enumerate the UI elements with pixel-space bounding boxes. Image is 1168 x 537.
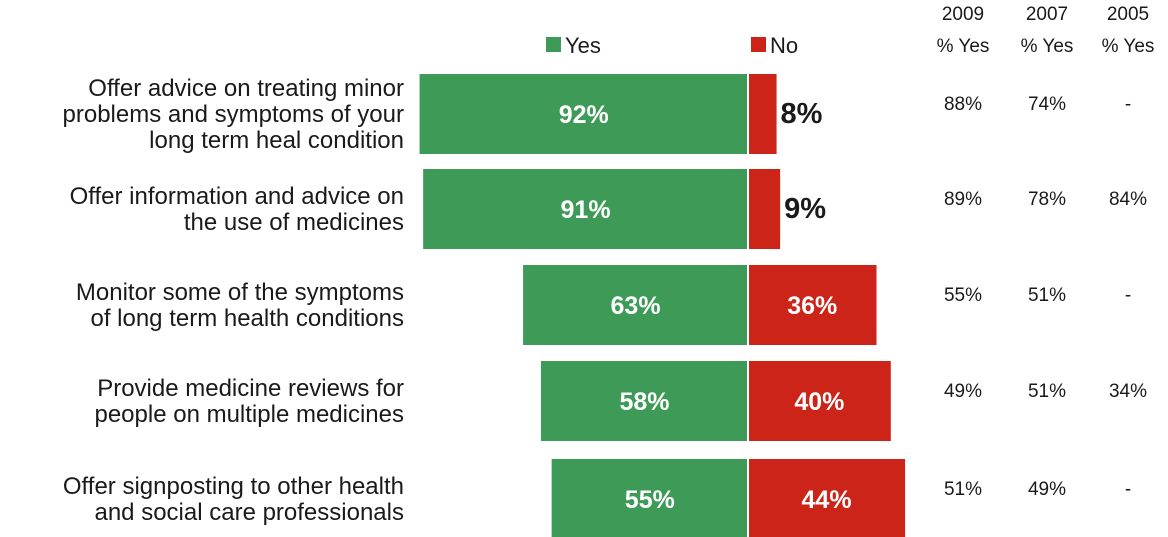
data-label-no: 9% — [784, 193, 826, 225]
history-value: - — [1125, 479, 1131, 500]
history-value: 88% — [944, 94, 982, 115]
category-label: and social care professionals — [94, 499, 404, 526]
data-label-yes: 58% — [619, 388, 669, 416]
col-header-2007-label: % Yes — [1021, 36, 1074, 57]
bar-no — [748, 361, 891, 441]
category-label: Offer advice on treating minor — [88, 75, 404, 102]
history-value: 51% — [944, 479, 982, 500]
col-header-2009-year: 2009 — [942, 4, 984, 25]
legend-swatch-no — [751, 37, 766, 52]
bar-yes — [423, 169, 748, 249]
category-label: Offer signposting to other health — [63, 473, 404, 500]
data-label-yes: 91% — [561, 196, 611, 224]
col-header-2007-year: 2007 — [1026, 4, 1068, 25]
bar-yes — [551, 459, 748, 537]
bar-no — [748, 459, 906, 537]
category-label: Provide medicine reviews for — [97, 375, 404, 402]
category-label: problems and symptoms of your — [63, 101, 404, 128]
data-label-yes: 55% — [625, 486, 675, 514]
legend-label-yes: Yes — [565, 33, 601, 58]
data-label-yes: 92% — [559, 101, 609, 129]
history-value: 55% — [944, 285, 982, 306]
history-value: - — [1125, 94, 1131, 115]
category-label: of long term health conditions — [90, 305, 404, 332]
category-label: the use of medicines — [184, 209, 404, 236]
bar-no — [748, 265, 877, 345]
bar-yes — [419, 74, 748, 154]
data-label-no: 36% — [787, 292, 837, 320]
legend-swatch-yes — [546, 37, 561, 52]
bar-yes — [523, 265, 748, 345]
history-value: 34% — [1109, 381, 1147, 402]
bar-no — [748, 74, 777, 154]
column-headers: 2009 % Yes 2007 % Yes 2005 % Yes — [937, 4, 1155, 57]
category-label: Monitor some of the symptoms — [76, 279, 404, 306]
history-value: 51% — [1028, 285, 1066, 306]
history-value: 51% — [1028, 381, 1066, 402]
history-value: 74% — [1028, 94, 1066, 115]
category-label: long term heal condition — [149, 127, 404, 154]
history-value: 89% — [944, 189, 982, 210]
category-label: Offer information and advice on — [70, 183, 404, 210]
data-label-no: 40% — [794, 388, 844, 416]
legend-label-no: No — [770, 33, 798, 58]
data-label-yes: 63% — [611, 292, 661, 320]
history-value: 78% — [1028, 189, 1066, 210]
bar-yes — [540, 361, 748, 441]
legend: Yes No — [546, 33, 798, 58]
history-value: 49% — [944, 381, 982, 402]
history-value: 49% — [1028, 479, 1066, 500]
data-label-no: 44% — [802, 486, 852, 514]
data-label-no: 8% — [781, 98, 823, 130]
col-header-2005-year: 2005 — [1107, 4, 1149, 25]
category-label: people on multiple medicines — [94, 401, 404, 428]
col-header-2009-label: % Yes — [937, 36, 990, 57]
history-value: - — [1125, 285, 1131, 306]
bar-no — [748, 169, 781, 249]
history-value: 84% — [1109, 189, 1147, 210]
col-header-2005-label: % Yes — [1102, 36, 1155, 57]
